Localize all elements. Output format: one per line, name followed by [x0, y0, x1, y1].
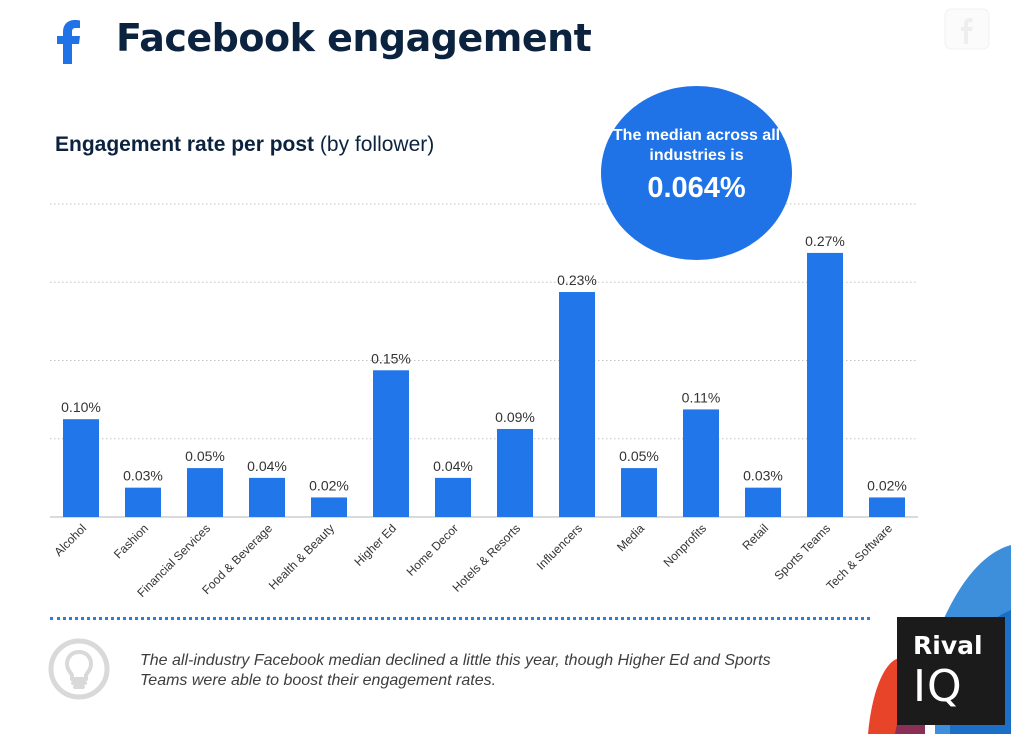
bar-value-label: 0.03%: [743, 468, 783, 484]
bar-food-beverage: [249, 477, 285, 517]
rival-iq-logo: Rival IQ: [897, 617, 1005, 725]
subtitle-rest: (by follower): [319, 133, 435, 156]
x-tick-label: Influencers: [534, 521, 585, 572]
bar-influencers: [559, 292, 595, 517]
x-tick-label: Hotels & Resorts: [450, 521, 524, 595]
bar-alcohol: [63, 419, 99, 517]
bar-value-label: 0.15%: [371, 350, 411, 366]
bar-value-label: 0.02%: [867, 477, 907, 493]
bar-hotels-resorts: [497, 428, 533, 517]
bar-fashion: [125, 487, 161, 517]
bar-retail: [745, 487, 781, 517]
bar-tech-software: [869, 497, 905, 517]
bar-value-label: 0.11%: [682, 389, 721, 405]
bar-financial-services: [187, 468, 223, 517]
x-tick-label: Higher Ed: [351, 521, 399, 569]
bar-health-beauty: [311, 497, 347, 517]
x-tick-label: Alcohol: [51, 521, 89, 559]
x-tick-label: Sports Teams: [771, 521, 833, 583]
bar-sports-teams: [807, 252, 843, 517]
bar-value-label: 0.04%: [247, 458, 287, 474]
chart-subtitle: Engagement rate per post (by follower): [55, 133, 434, 157]
facebook-watermark-icon: [944, 8, 990, 50]
median-text: The median across all industries is: [612, 127, 781, 164]
bar-higher-ed: [373, 370, 409, 517]
footer-note: The all-industry Facebook median decline…: [140, 652, 771, 689]
bar-value-label: 0.27%: [805, 233, 845, 249]
bar-home-decor: [435, 477, 471, 517]
bar-value-label: 0.05%: [185, 448, 225, 464]
x-tick-label: Nonprofits: [661, 521, 710, 570]
x-tick-label: Health & Beauty: [266, 521, 337, 592]
bar-value-label: 0.09%: [495, 409, 535, 425]
bar-media: [621, 468, 657, 517]
subtitle-bold: Engagement rate per post: [55, 133, 315, 156]
x-tick-label: Home Decor: [404, 521, 462, 579]
bar-value-label: 0.23%: [557, 272, 597, 288]
x-tick-label: Media: [614, 521, 647, 554]
brand-line-1: Rival: [913, 631, 983, 660]
page-title: Facebook engagement: [116, 16, 592, 60]
bar-value-label: 0.02%: [309, 477, 349, 493]
facebook-f-icon: [57, 20, 80, 64]
x-tick-label: Retail: [740, 521, 772, 553]
bar-value-label: 0.04%: [433, 458, 473, 474]
bar-value-label: 0.03%: [123, 468, 163, 484]
x-tick-label: Tech & Software: [823, 521, 895, 593]
bar-value-label: 0.10%: [61, 399, 101, 415]
footer-divider: [50, 617, 870, 620]
bar-value-label: 0.05%: [619, 448, 659, 464]
x-tick-label: Fashion: [111, 521, 151, 561]
median-callout: The median across all industries is 0.06…: [601, 86, 792, 260]
lightbulb-icon: [48, 638, 110, 700]
bar-nonprofits: [683, 409, 719, 517]
brand-line-2: IQ: [913, 661, 963, 712]
median-value: 0.064%: [647, 172, 746, 204]
